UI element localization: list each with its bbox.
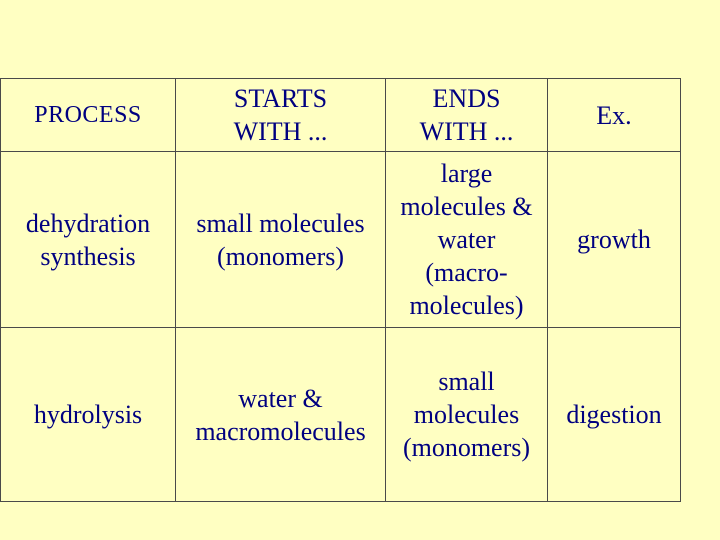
table-row: hydrolysis water & macromolecules small … (0, 327, 681, 502)
header-example: Ex. (547, 78, 681, 152)
cell-process: hydrolysis (0, 327, 176, 502)
cell-ends-with: small molecules (monomers) (385, 327, 548, 502)
cell-example: growth (547, 151, 681, 328)
process-table: PROCESS STARTS WITH ... ENDS WITH ... Ex… (0, 78, 681, 502)
cell-starts-with: water & macromolecules (175, 327, 386, 502)
cell-starts-with: small molecules (monomers) (175, 151, 386, 328)
cell-process: dehydration synthesis (0, 151, 176, 328)
header-ends-with: ENDS WITH ... (385, 78, 548, 152)
header-starts-with: STARTS WITH ... (175, 78, 386, 152)
table-row: dehydration synthesis small molecules (m… (0, 151, 681, 328)
cell-ends-with: large molecules & water (macro- molecule… (385, 151, 548, 328)
cell-example: digestion (547, 327, 681, 502)
table-header-row: PROCESS STARTS WITH ... ENDS WITH ... Ex… (0, 78, 681, 152)
header-process: PROCESS (0, 78, 176, 152)
